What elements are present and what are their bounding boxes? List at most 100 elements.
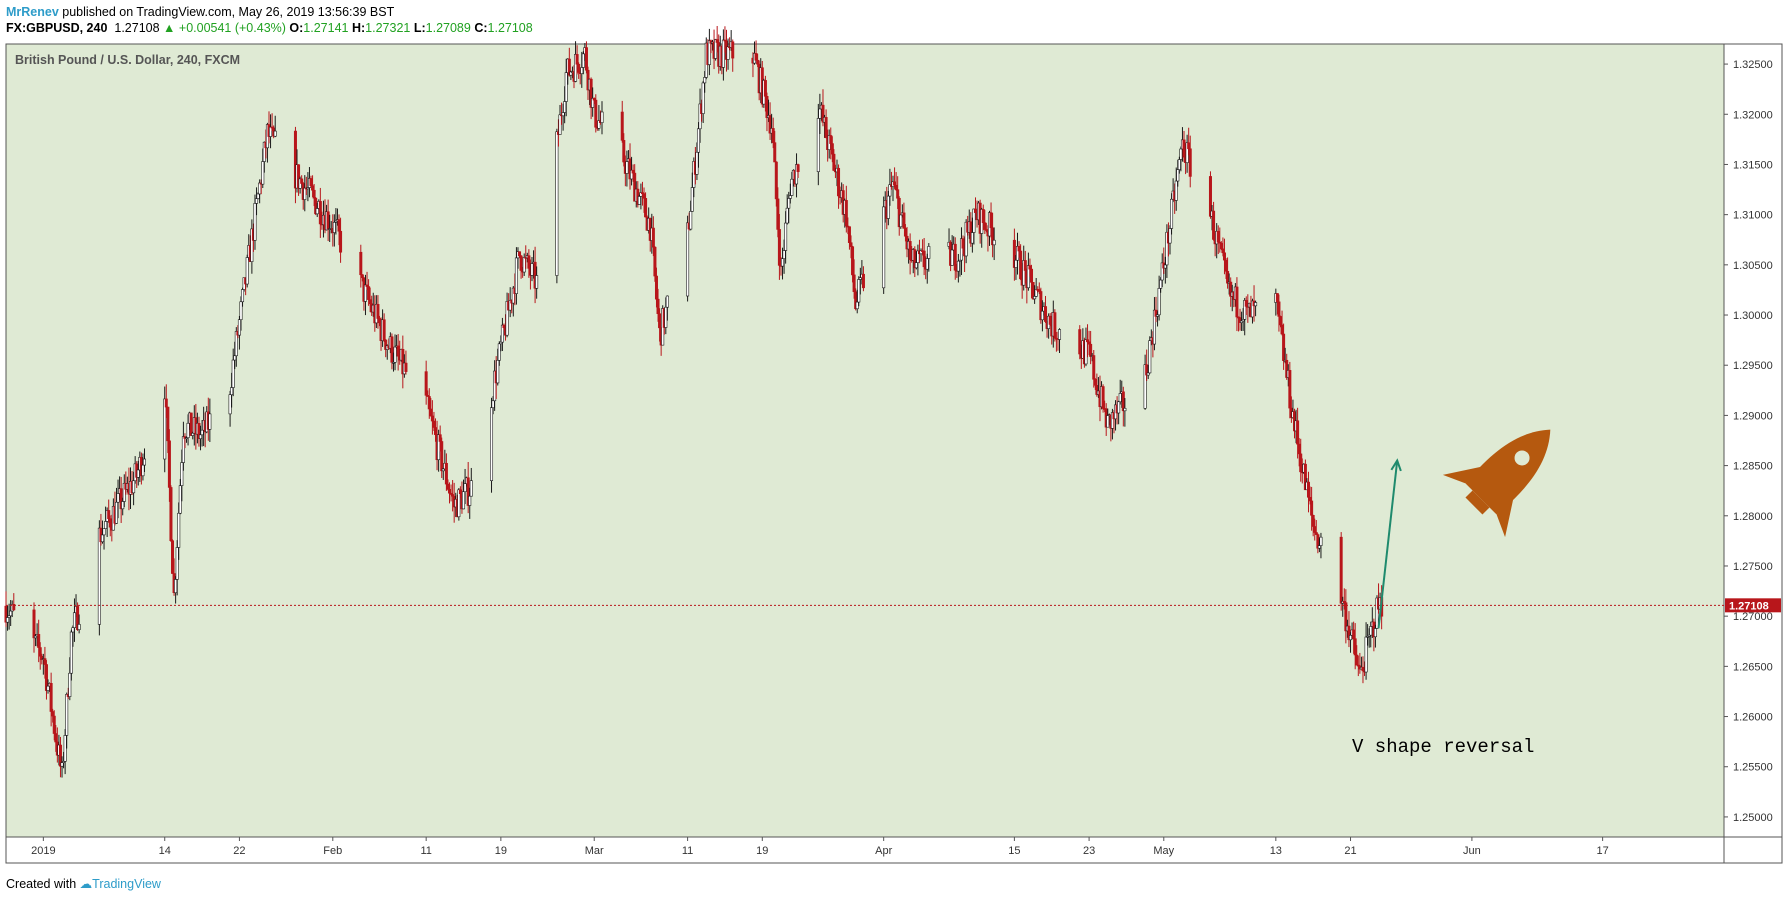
- candle-body: [497, 343, 501, 361]
- candle-body: [989, 212, 993, 229]
- candle-body: [1014, 259, 1018, 268]
- scale-corner: [1723, 836, 1783, 864]
- candle-body: [1308, 497, 1312, 502]
- candle-body: [60, 762, 64, 767]
- candle-body: [309, 178, 313, 186]
- candle-body: [777, 229, 781, 266]
- candle-body: [199, 434, 203, 439]
- candle-body: [1212, 210, 1216, 240]
- candle-body: [961, 238, 965, 249]
- y-tick-label: 1.27500: [1733, 561, 1773, 573]
- candle-body: [1170, 198, 1174, 229]
- candle-body: [1034, 289, 1038, 297]
- candle-body: [1344, 602, 1348, 632]
- candle-body: [43, 658, 47, 665]
- candle-body: [830, 143, 834, 155]
- candle-body: [1143, 364, 1147, 409]
- last-price: 1.27108: [114, 21, 160, 35]
- last-price-badge: [1725, 598, 1781, 613]
- candle-body: [1033, 296, 1037, 300]
- candle-body: [326, 211, 330, 230]
- candle-body: [893, 181, 897, 186]
- candle-body: [1078, 329, 1082, 355]
- candle-body: [189, 412, 193, 436]
- candle-body: [71, 627, 75, 633]
- y-tick-label: 1.27000: [1733, 611, 1773, 623]
- candle-body: [367, 286, 371, 300]
- x-tick-label: Jun: [1463, 845, 1481, 857]
- candle-body: [430, 415, 434, 422]
- candle-body: [255, 198, 259, 204]
- y-tick-label: 1.32500: [1733, 59, 1773, 71]
- candle-body: [1019, 250, 1023, 280]
- candle-body: [844, 200, 848, 227]
- candle-body: [656, 298, 660, 315]
- candle-body: [63, 735, 67, 762]
- x-tick-label: 11: [682, 845, 693, 857]
- footer: Created with ☁TradingView: [6, 876, 161, 891]
- candle-body: [899, 214, 903, 228]
- y-tick-label: 1.25500: [1733, 762, 1773, 774]
- candle-body: [169, 487, 173, 541]
- candle-body: [970, 232, 974, 244]
- candle-body: [429, 408, 433, 417]
- x-tick-label: 17: [1596, 845, 1608, 857]
- candle-body: [707, 40, 711, 65]
- candle-body: [104, 521, 108, 529]
- candle-body: [653, 246, 657, 277]
- candle-body: [393, 346, 397, 363]
- candle-body: [973, 208, 977, 213]
- candle-body: [567, 58, 571, 76]
- low-value: 1.27089: [425, 21, 471, 35]
- candle-body: [462, 491, 466, 510]
- y-axis: 1.32500 1.32000 1.31500 1.31000 1.30500 1.300…: [1724, 59, 1773, 824]
- candle-body: [68, 672, 72, 697]
- annotation-text[interactable]: V shape reversal: [1352, 736, 1534, 758]
- candle-body: [1174, 180, 1178, 201]
- candle-body: [382, 319, 386, 341]
- candle-body: [359, 251, 363, 276]
- x-tick-label: Apr: [875, 845, 892, 857]
- candle-body: [1182, 139, 1186, 158]
- candle-body: [894, 184, 898, 190]
- candle-body: [241, 289, 245, 303]
- candle-body: [174, 579, 178, 594]
- candle-body: [1089, 343, 1093, 357]
- candle-body: [1053, 312, 1057, 339]
- candle-body: [234, 331, 238, 357]
- candle-body: [6, 617, 10, 623]
- candle-body: [100, 534, 104, 543]
- candle-body: [303, 187, 307, 200]
- candle-body: [1277, 301, 1281, 317]
- price-chart[interactable]: British Pound / U.S. Dollar, 240, FXCM 1…: [0, 0, 1788, 870]
- candle-body: [1361, 666, 1365, 672]
- up-arrow: [1377, 458, 1402, 629]
- candle-body: [787, 198, 791, 209]
- candle-body: [651, 227, 655, 248]
- candle-body: [914, 262, 918, 269]
- candle-body: [518, 251, 522, 257]
- author-link[interactable]: MrRenev: [6, 5, 59, 19]
- candle-body: [376, 303, 380, 319]
- x-tick-label: Mar: [585, 845, 604, 857]
- candle-body: [1017, 246, 1021, 252]
- candle-body: [577, 63, 581, 73]
- x-axis: 2019 14 22 Feb 11 19 Mar 11 19 Apr 15 23 May 13 21 Jun 1…: [31, 837, 1609, 857]
- y-tick-label: 1.30000: [1733, 310, 1773, 322]
- candle-body: [726, 46, 730, 60]
- tradingview-link[interactable]: TradingView: [92, 877, 161, 891]
- candle-body: [458, 489, 462, 495]
- candle-body: [824, 117, 828, 139]
- x-tick-label: 23: [1083, 845, 1095, 857]
- candle-body: [1012, 239, 1016, 268]
- candle-body: [530, 263, 534, 276]
- candle-body: [788, 195, 792, 199]
- candle-body: [765, 96, 769, 118]
- candle-body: [396, 345, 400, 357]
- plot-area[interactable]: [5, 43, 1725, 838]
- candle-body: [1177, 159, 1181, 170]
- candle-body: [491, 400, 495, 409]
- publish-info: MrRenev published on TradingView.com, Ma…: [6, 4, 394, 20]
- candle-body: [114, 501, 118, 524]
- candle-body: [500, 324, 504, 343]
